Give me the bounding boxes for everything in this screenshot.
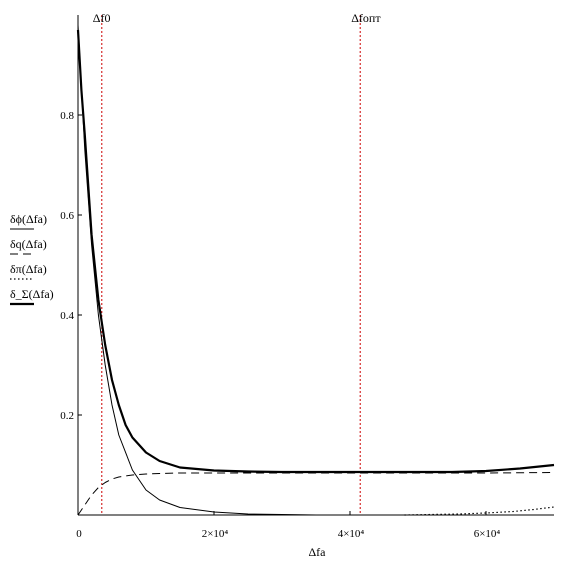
x-axis-title: Δfa [308,545,326,559]
x-tick-label: 6×10⁴ [474,528,501,540]
legend-label: δ_Σ(Δfa) [10,287,54,301]
series-line-1 [77,472,555,516]
y-tick-label: 0.4 [60,310,74,322]
series-line-2 [404,506,555,516]
series-line-3 [76,29,555,474]
x-tick-label: 0 [76,528,82,540]
x-tick-label: 4×10⁴ [338,528,365,540]
y-tick-label: 0.8 [60,110,74,122]
legend-label: δq(Δfa) [10,237,47,251]
x-tick-label: 2×10⁴ [202,528,229,540]
y-tick-label: 0.2 [60,410,74,422]
legend-label: δπ(Δfa) [10,262,47,276]
legend-label: δϕ(Δfa) [10,212,47,226]
vline-label: Δf0 [93,11,111,25]
series-line-0 [77,24,554,516]
vline-label: Δfопт [351,11,381,25]
y-tick-label: 0.6 [60,210,74,222]
